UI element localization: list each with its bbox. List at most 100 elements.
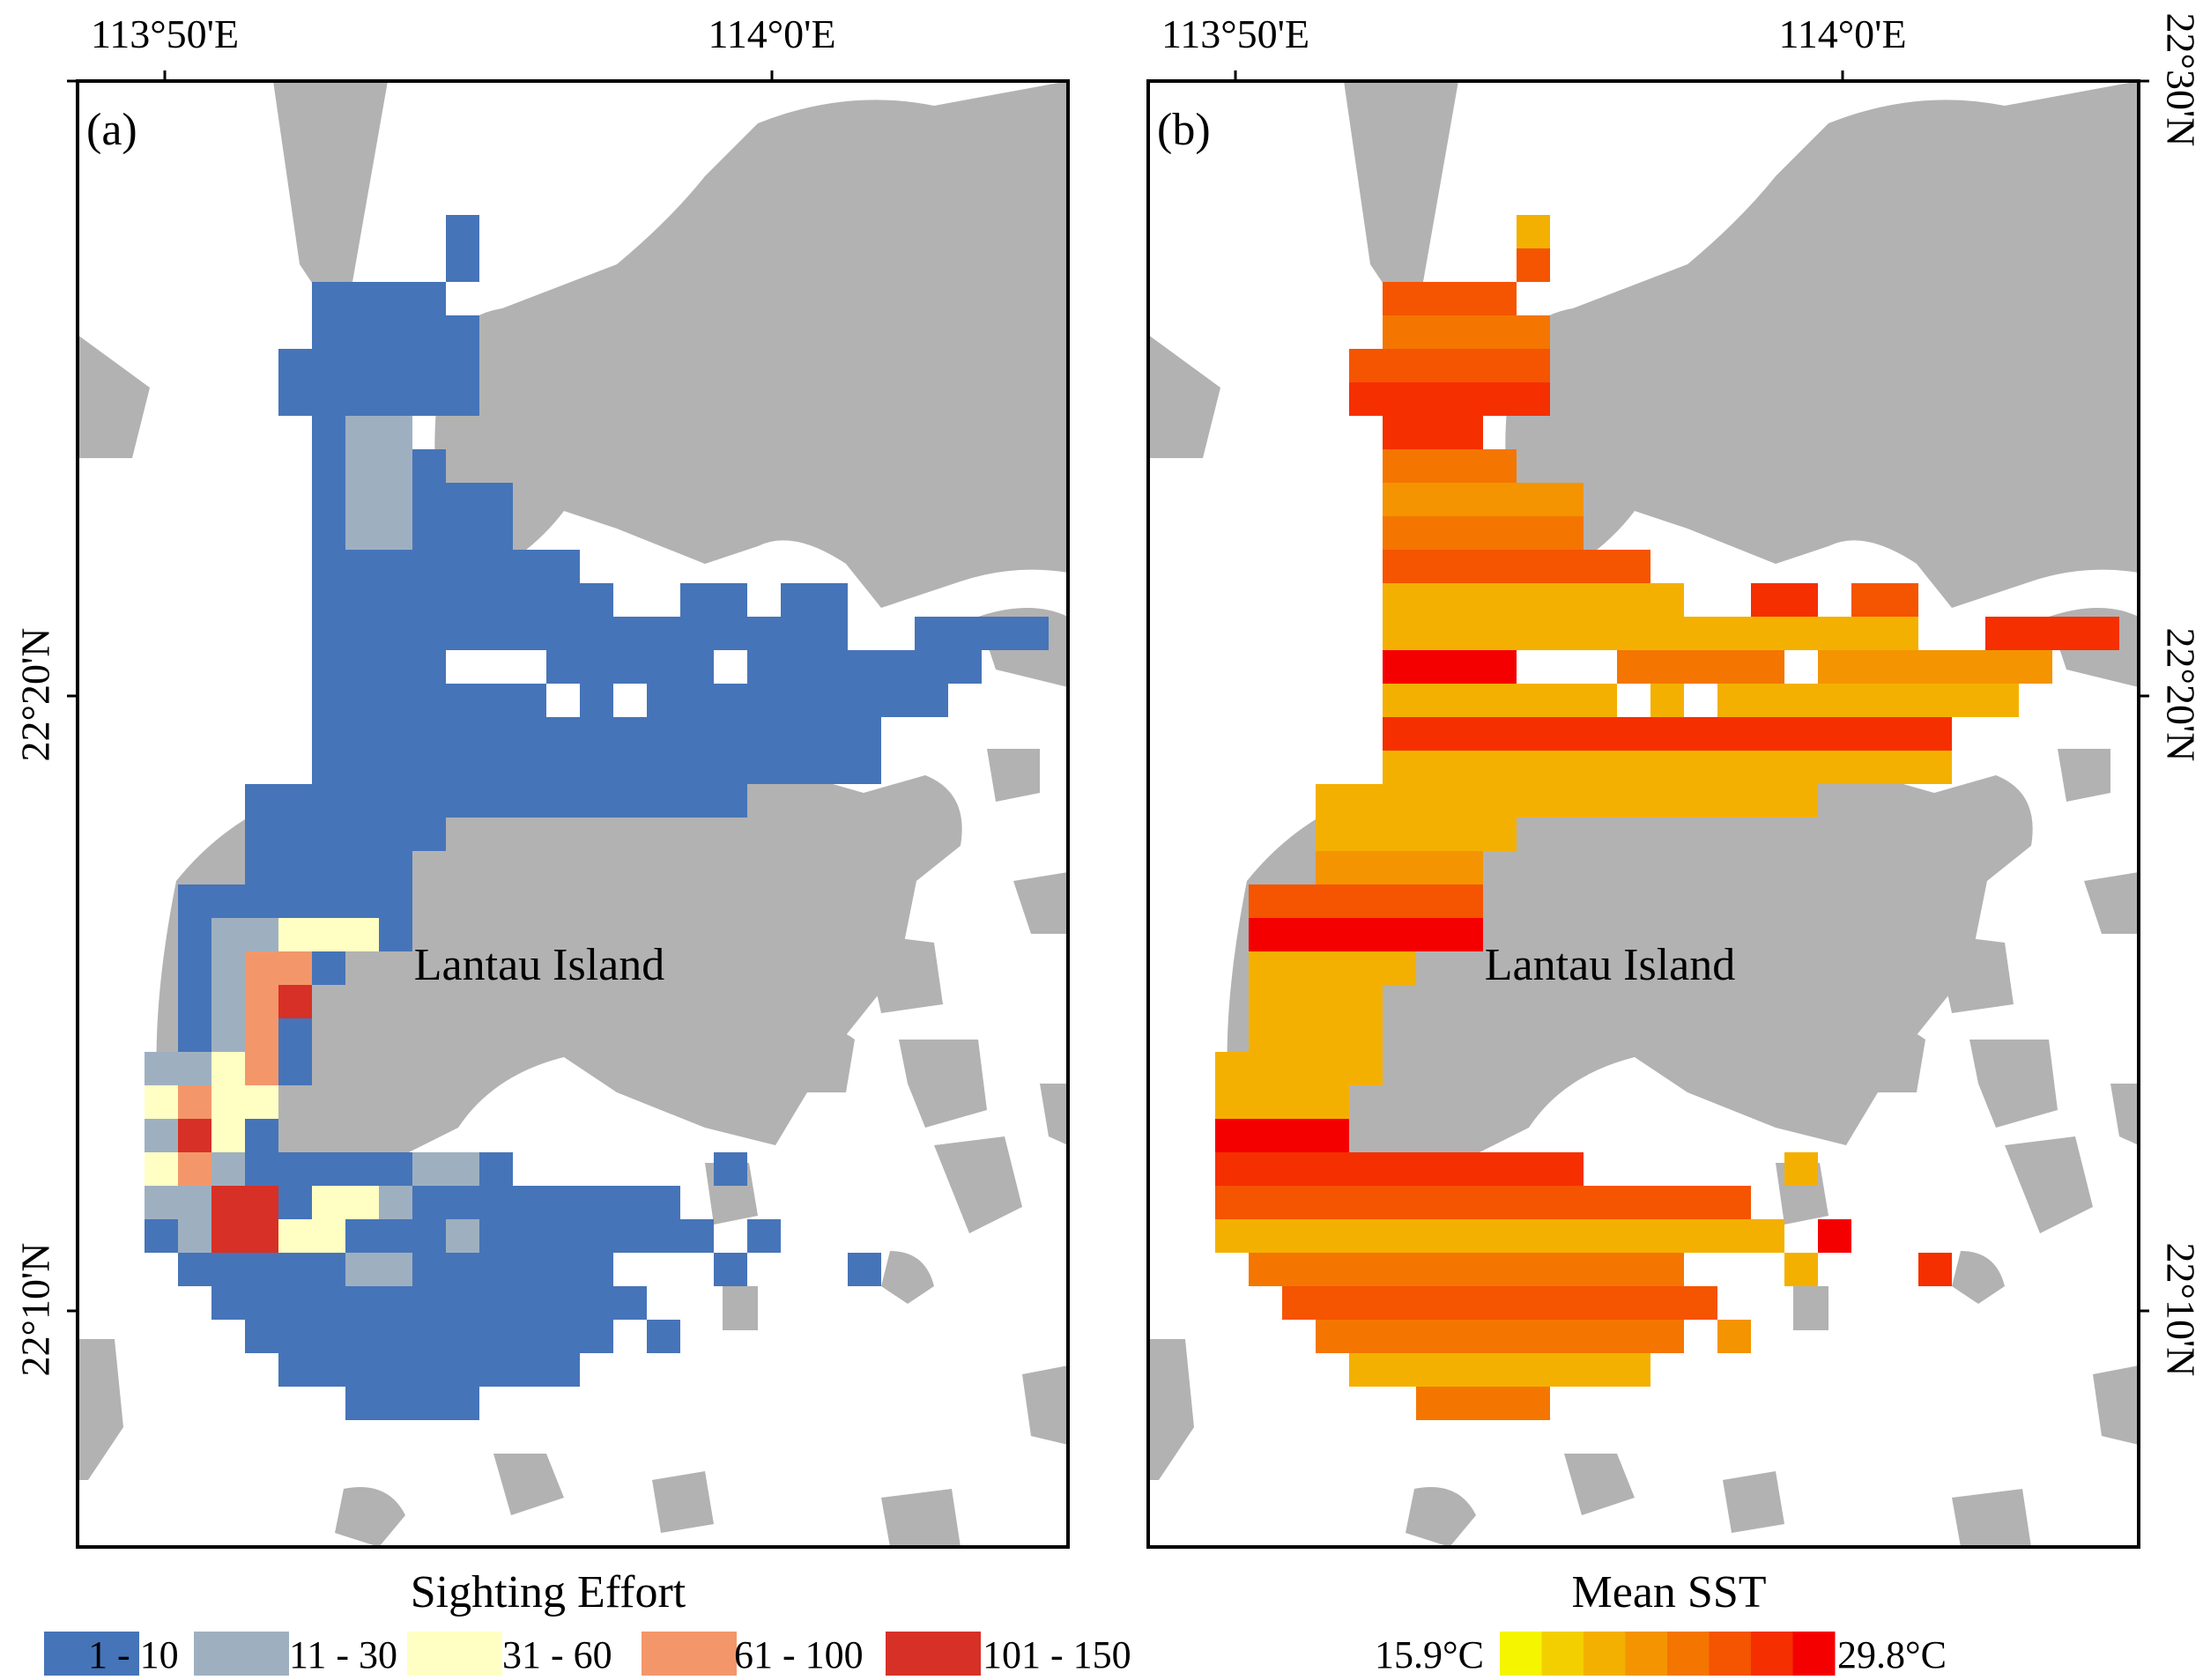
sst-cell [1650, 717, 1684, 751]
effort-cell [379, 349, 412, 382]
effort-cell [412, 1219, 446, 1253]
sst-cell [1517, 349, 1550, 382]
effort-cell [814, 583, 848, 617]
legend-sighting-effort [44, 1632, 981, 1676]
sst-cell [1416, 1286, 1450, 1320]
sst-cell [1751, 583, 1784, 617]
effort-cell [312, 282, 345, 315]
effort-cell [613, 1286, 647, 1320]
effort-cell [379, 315, 412, 349]
effort-cell [513, 617, 546, 650]
legend-b-swatch [1541, 1632, 1584, 1676]
effort-cell [245, 1219, 278, 1253]
sst-cell [1249, 1186, 1282, 1219]
sst-cell [1450, 315, 1483, 349]
effort-cell [647, 1320, 680, 1353]
effort-cell [446, 1286, 479, 1320]
sst-cell [1249, 1152, 1282, 1186]
effort-cell [479, 550, 513, 583]
effort-cell [312, 1219, 345, 1253]
sst-cell [1550, 1286, 1584, 1320]
effort-cell [479, 684, 513, 717]
effort-cell [379, 550, 412, 583]
sst-cell [1349, 918, 1383, 951]
effort-cell [680, 617, 714, 650]
effort-cell [580, 1186, 613, 1219]
sst-cell [1450, 416, 1483, 449]
sst-cell [1918, 1253, 1952, 1286]
sst-cell [1784, 1152, 1818, 1186]
sst-cell [1416, 349, 1450, 382]
sst-cell [1416, 1320, 1450, 1353]
sst-cell [1684, 1186, 1717, 1219]
sst-cell [1851, 717, 1885, 751]
effort-cell [446, 483, 479, 516]
sst-cell [1550, 684, 1584, 717]
sst-cell [1282, 884, 1316, 918]
effort-cell [479, 1353, 513, 1387]
sst-cell [1215, 1119, 1249, 1152]
effort-cell [345, 416, 379, 449]
sst-cell [1316, 985, 1349, 1018]
legend-a-title: Sighting Effort [410, 1567, 686, 1617]
sst-cell [1985, 650, 2019, 684]
sst-cell [1483, 349, 1517, 382]
effort-cell [546, 1353, 580, 1387]
effort-cell [446, 1186, 479, 1219]
sst-cell [1684, 1219, 1717, 1253]
sst-cell [1450, 583, 1483, 617]
sst-cell [1483, 1152, 1517, 1186]
effort-cell [245, 985, 278, 1018]
sst-cell [1818, 717, 1851, 751]
sst-cell [1450, 516, 1483, 550]
effort-cell [546, 751, 580, 784]
effort-cell [312, 918, 345, 951]
sst-cell [1584, 784, 1617, 818]
sst-cell [1717, 617, 1751, 650]
effort-cell [446, 1253, 479, 1286]
sst-cell [1985, 684, 2019, 717]
legend-a-label-5: 101 - 150 [983, 1633, 1131, 1676]
effort-cell [178, 1152, 211, 1186]
sst-cell [1550, 784, 1584, 818]
effort-cell [178, 985, 211, 1018]
effort-cell [312, 684, 345, 717]
sst-cell [1885, 650, 1918, 684]
effort-cell [848, 650, 881, 684]
sst-cell [1249, 918, 1282, 951]
effort-cell [915, 617, 948, 650]
effort-cell [345, 1320, 379, 1353]
effort-cell [412, 282, 446, 315]
effort-cell [412, 818, 446, 851]
sst-cell [1416, 617, 1450, 650]
effort-cell [479, 1320, 513, 1353]
effort-cell [714, 717, 747, 751]
effort-cell [345, 1186, 379, 1219]
effort-cell [379, 1353, 412, 1387]
sst-cell [1918, 684, 1952, 717]
sst-cell [1617, 1253, 1650, 1286]
sst-cell [1282, 1119, 1316, 1152]
effort-cell [546, 583, 580, 617]
effort-cell [278, 1052, 312, 1085]
sst-cell [1617, 1320, 1650, 1353]
effort-cell [312, 951, 345, 985]
effort-cell [312, 1186, 345, 1219]
effort-cell [781, 583, 814, 617]
effort-cell [211, 918, 245, 951]
effort-cell [345, 382, 379, 416]
effort-cell [647, 617, 680, 650]
effort-cell [1015, 617, 1049, 650]
sst-cell [1985, 617, 2019, 650]
effort-cell [345, 1253, 379, 1286]
effort-cell [412, 349, 446, 382]
effort-cell [379, 583, 412, 617]
sst-cell [1450, 818, 1483, 851]
sst-cell [1349, 851, 1383, 884]
effort-cell [647, 1219, 680, 1253]
sst-cell [1383, 583, 1416, 617]
effort-cell [412, 684, 446, 717]
panel-a-island-label: Lantau Island [413, 940, 665, 990]
effort-cell [479, 1152, 513, 1186]
sst-cell [1584, 1219, 1617, 1253]
